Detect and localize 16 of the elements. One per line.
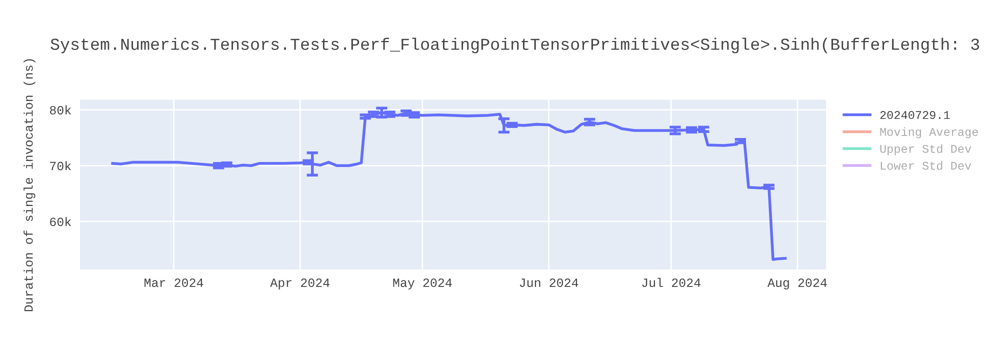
legend-label: Lower Std Dev xyxy=(880,161,972,170)
x-tick-label: Mar 2024 xyxy=(144,278,204,288)
x-tick-label: Aug 2024 xyxy=(767,278,827,290)
y-tick-label: 60k xyxy=(50,216,72,226)
x-tick-label: Apr 2024 xyxy=(270,278,330,290)
y-tick-label: 70k xyxy=(50,161,72,170)
legend-label: 20240729.1 xyxy=(880,111,950,120)
y-axis-title: Duration of single invocation (ns) xyxy=(24,59,36,312)
legend-label: Upper Std Dev xyxy=(880,144,972,156)
chart-title: System.Numerics.Tensors.Tests.Perf_FloatingPointTensorPrimitives<Single>.Sinh(BufferLength: 3 xyxy=(50,38,980,54)
x-tick-label: May 2024 xyxy=(393,278,452,290)
legend-label: Moving Average xyxy=(880,127,978,138)
x-tick-label: Jul 2024 xyxy=(642,278,700,288)
y-tick-label: 80k xyxy=(50,105,72,114)
x-tick-label: Jun 2024 xyxy=(520,278,578,288)
line-series xyxy=(111,111,787,261)
